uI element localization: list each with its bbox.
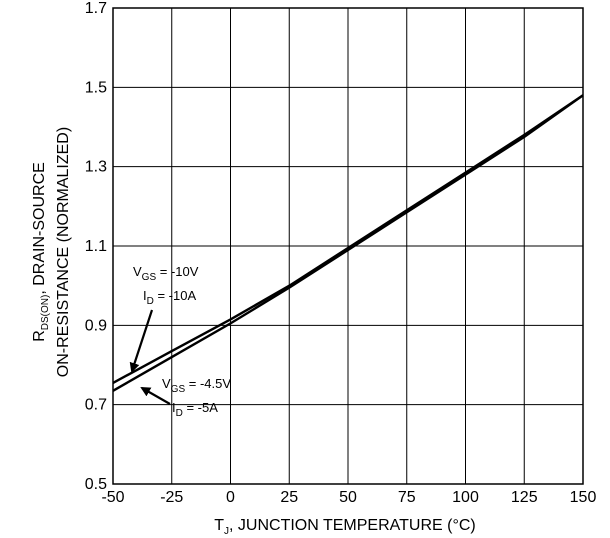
arrow-vgs-4-5v	[140, 387, 171, 405]
x-tick-label: 100	[452, 489, 479, 506]
y-axis-label-line1: RDS(ON), DRAIN-SOURCE	[31, 162, 51, 342]
y-tick-label: 1.3	[85, 159, 107, 176]
x-tick-label: 125	[511, 489, 538, 506]
x-tick-label: -50	[101, 489, 124, 506]
series-lines	[112, 94, 584, 392]
y-tick-label: 1.5	[85, 79, 107, 96]
grid	[112, 7, 584, 485]
y-tick-label: 0.5	[85, 476, 107, 493]
tick-labels: -50 -25 0 25 50 75 100 125 150 0.5 0.7 0.9 1.1 1.3 1.5…	[85, 0, 597, 506]
annotation-id-5a: ID = -5A	[172, 400, 218, 419]
annotation-arrows	[129, 309, 171, 405]
y-tick-label: 0.9	[85, 317, 107, 334]
x-tick-label: 150	[570, 489, 597, 506]
x-tick-label: -25	[160, 489, 183, 506]
series-line-1	[112, 94, 584, 392]
annotation-vgs-4-5v: VGS = -4.5V	[162, 376, 231, 395]
y-tick-label: 1.7	[85, 0, 107, 17]
x-tick-label: 50	[339, 489, 357, 506]
arrow-vgs-10v	[129, 309, 154, 373]
x-tick-label: 25	[280, 489, 298, 506]
x-tick-label: 75	[398, 489, 416, 506]
x-tick-label: 0	[226, 489, 235, 506]
annotation-id-10a: ID = -10A	[143, 288, 196, 307]
x-axis-label: TJ, JUNCTION TEMPERATURE (°C)	[214, 517, 475, 537]
y-tick-label: 0.7	[85, 397, 107, 414]
y-axis-label: RDS(ON), DRAIN-SOURCE ON-RESISTANCE (NOR…	[31, 127, 72, 377]
annotation-vgs-10v: VGS = -10V	[133, 264, 199, 283]
series-line-0	[112, 94, 584, 384]
y-tick-label: 1.1	[85, 238, 107, 255]
y-axis-label-line2: ON-RESISTANCE (NORMALIZED)	[55, 127, 72, 377]
plot-frame	[112, 7, 584, 485]
